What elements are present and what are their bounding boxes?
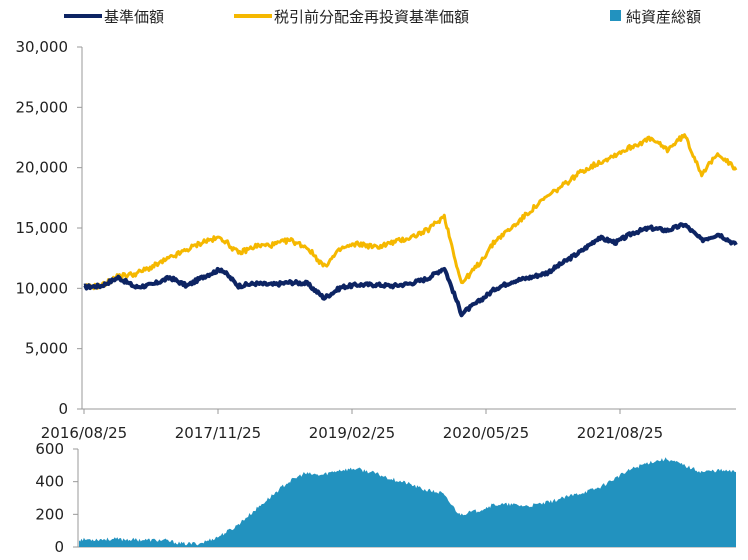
y-tick-label: 5,000 bbox=[25, 340, 68, 358]
net-assets-area-series bbox=[79, 457, 736, 547]
legend-label: 純資産総額 bbox=[626, 8, 701, 26]
y-tick-label: 10,000 bbox=[16, 279, 69, 297]
sub-y-tick-label: 0 bbox=[54, 538, 64, 556]
nav-line-series bbox=[83, 222, 738, 318]
sub-y-tick-label: 400 bbox=[35, 473, 64, 491]
legend-square-marker bbox=[610, 10, 621, 21]
sub-y-tick-label: 600 bbox=[35, 440, 64, 458]
legend-label: 基準価額 bbox=[104, 8, 164, 26]
y-tick-label: 25,000 bbox=[16, 98, 69, 116]
main-chart-plot bbox=[83, 133, 738, 318]
reinvested-nav-line-series bbox=[83, 133, 738, 291]
y-tick-label: 15,000 bbox=[16, 219, 69, 237]
x-tick-label: 2016/08/25 bbox=[41, 424, 127, 442]
y-tick-label: 30,000 bbox=[16, 38, 69, 56]
y-tick-label: 0 bbox=[58, 400, 68, 418]
sub-chart-plot bbox=[79, 457, 736, 547]
main-chart-axes: 0 5,000 10,000 15,000 20,000 25,000 30,000 2016… bbox=[16, 38, 736, 442]
x-tick-label: 2017/11/25 bbox=[175, 424, 261, 442]
legend-label: 税引前分配金再投資基準価額 bbox=[274, 8, 469, 26]
legend: 基準価額 税引前分配金再投資基準価額 純資産総額 bbox=[64, 8, 701, 26]
x-tick-label: 2019/02/25 bbox=[309, 424, 395, 442]
x-tick-label: 2020/05/25 bbox=[443, 424, 529, 442]
x-tick-label: 2021/08/25 bbox=[577, 424, 663, 442]
sub-y-tick-label: 200 bbox=[35, 505, 64, 523]
y-tick-label: 20,000 bbox=[16, 159, 69, 177]
